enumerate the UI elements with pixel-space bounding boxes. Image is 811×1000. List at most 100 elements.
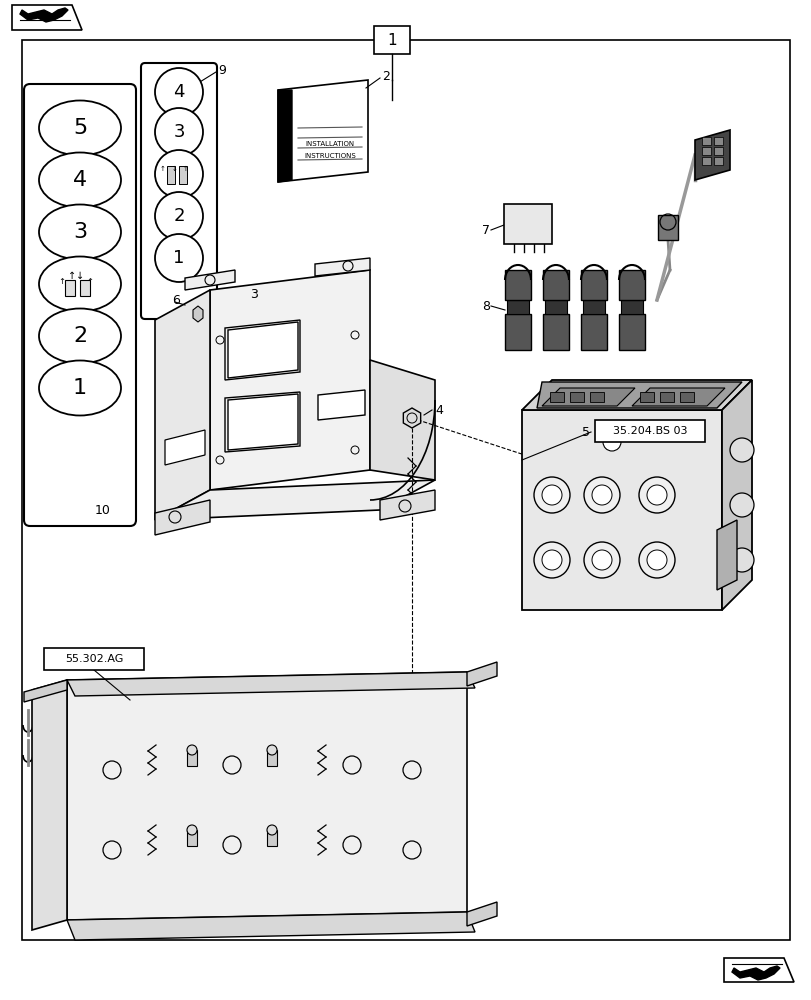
- Polygon shape: [380, 490, 435, 520]
- Bar: [569, 392, 583, 402]
- Bar: [702, 147, 710, 155]
- Circle shape: [603, 433, 620, 451]
- Text: ↓: ↓: [76, 271, 84, 281]
- Circle shape: [638, 477, 674, 513]
- Polygon shape: [67, 912, 474, 940]
- Polygon shape: [193, 306, 203, 322]
- Polygon shape: [723, 958, 793, 982]
- Ellipse shape: [39, 256, 121, 312]
- Circle shape: [155, 68, 203, 116]
- Text: 1: 1: [173, 249, 184, 267]
- Bar: [702, 137, 710, 145]
- Bar: [618, 270, 644, 300]
- Polygon shape: [225, 320, 299, 380]
- Circle shape: [187, 825, 197, 835]
- Text: 4: 4: [173, 83, 185, 101]
- Text: 6: 6: [172, 294, 180, 306]
- Circle shape: [187, 745, 197, 755]
- Bar: [544, 300, 566, 314]
- Text: ↑: ↑: [68, 271, 76, 281]
- Polygon shape: [521, 410, 721, 610]
- Polygon shape: [315, 258, 370, 276]
- Text: 8: 8: [482, 300, 489, 312]
- Polygon shape: [403, 408, 420, 428]
- Polygon shape: [631, 388, 724, 406]
- FancyBboxPatch shape: [24, 84, 135, 526]
- Text: 1: 1: [73, 378, 87, 398]
- Polygon shape: [67, 672, 474, 696]
- Bar: [581, 314, 607, 350]
- Text: INSTALLATION: INSTALLATION: [305, 141, 354, 147]
- Circle shape: [155, 150, 203, 198]
- Polygon shape: [318, 390, 365, 420]
- Text: 3: 3: [250, 288, 258, 302]
- Ellipse shape: [39, 101, 121, 156]
- Bar: [167, 166, 175, 184]
- Ellipse shape: [39, 308, 121, 363]
- Bar: [178, 166, 187, 184]
- Polygon shape: [155, 480, 435, 520]
- Bar: [187, 830, 197, 846]
- Polygon shape: [155, 290, 210, 520]
- Bar: [713, 157, 722, 165]
- Polygon shape: [721, 380, 751, 610]
- Polygon shape: [694, 130, 729, 180]
- Text: ↑: ↑: [160, 166, 165, 172]
- Text: 10: 10: [95, 504, 111, 516]
- Circle shape: [541, 485, 561, 505]
- FancyBboxPatch shape: [141, 63, 217, 319]
- Bar: [581, 270, 607, 300]
- Text: 3: 3: [73, 222, 87, 242]
- Text: 5: 5: [73, 118, 87, 138]
- Text: 35.204.BS 03: 35.204.BS 03: [612, 426, 686, 436]
- Circle shape: [155, 108, 203, 156]
- Text: 55.302.AG: 55.302.AG: [65, 654, 123, 664]
- Bar: [543, 314, 569, 350]
- Text: ↑: ↑: [58, 276, 66, 286]
- Polygon shape: [541, 388, 634, 406]
- Bar: [620, 300, 642, 314]
- Polygon shape: [228, 322, 298, 378]
- Polygon shape: [536, 382, 741, 408]
- Polygon shape: [185, 270, 234, 290]
- Ellipse shape: [39, 360, 121, 416]
- Text: 9: 9: [217, 64, 225, 77]
- Polygon shape: [521, 380, 751, 410]
- Polygon shape: [277, 80, 367, 182]
- Bar: [80, 280, 90, 296]
- Circle shape: [583, 542, 620, 578]
- Bar: [504, 314, 530, 350]
- Circle shape: [646, 485, 666, 505]
- Polygon shape: [716, 520, 736, 590]
- Text: 4: 4: [435, 403, 442, 416]
- Polygon shape: [225, 392, 299, 452]
- Polygon shape: [228, 394, 298, 450]
- Bar: [590, 392, 603, 402]
- Circle shape: [155, 192, 203, 240]
- Bar: [44, 648, 144, 670]
- Text: 1: 1: [387, 33, 397, 48]
- Circle shape: [541, 550, 561, 570]
- Circle shape: [591, 485, 611, 505]
- Bar: [543, 270, 569, 300]
- Polygon shape: [32, 680, 67, 930]
- Polygon shape: [277, 90, 292, 182]
- Bar: [549, 392, 564, 402]
- Polygon shape: [24, 680, 67, 702]
- Bar: [713, 137, 722, 145]
- Circle shape: [591, 550, 611, 570]
- Polygon shape: [67, 672, 466, 920]
- Circle shape: [583, 477, 620, 513]
- Text: 2: 2: [381, 70, 389, 83]
- Circle shape: [267, 745, 277, 755]
- Bar: [65, 280, 75, 296]
- Circle shape: [267, 825, 277, 835]
- Polygon shape: [155, 500, 210, 535]
- Polygon shape: [12, 5, 82, 30]
- Text: ↑: ↑: [182, 166, 189, 172]
- Bar: [506, 300, 528, 314]
- Polygon shape: [466, 662, 496, 686]
- Bar: [374, 26, 410, 54]
- Bar: [504, 204, 551, 244]
- Text: ↓: ↓: [172, 166, 178, 172]
